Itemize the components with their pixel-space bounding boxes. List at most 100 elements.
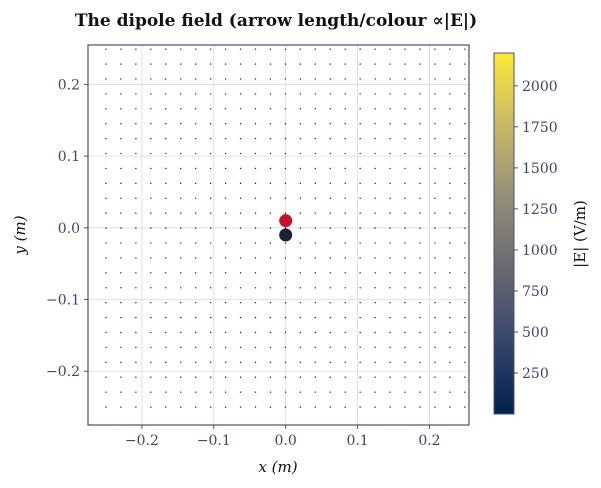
field-arrow [105, 137, 107, 140]
field-arrow [209, 48, 212, 50]
field-arrow [419, 78, 421, 80]
field-arrow [209, 123, 212, 125]
field-arrow [314, 316, 317, 319]
field-arrow [209, 331, 212, 334]
field-arrow [389, 346, 391, 349]
field-arrow [299, 123, 302, 125]
field-arrow [359, 197, 361, 199]
field-arrow [105, 272, 107, 274]
x-tick-label: 0.0 [275, 433, 297, 449]
field-arrow [449, 137, 451, 140]
field-arrow [180, 257, 182, 259]
field-arrow [464, 167, 466, 170]
field-arrow [180, 137, 182, 140]
field-arrow [284, 272, 287, 274]
field-arrow [284, 331, 287, 334]
field-arrow [449, 287, 451, 289]
field-arrow [344, 301, 346, 304]
field-arrow [224, 287, 227, 289]
field-arrow [449, 301, 451, 304]
field-arrow [374, 167, 376, 170]
field-arrow [269, 361, 272, 364]
field-arrow [449, 376, 451, 378]
field-arrow [359, 108, 361, 110]
field-arrow [374, 108, 376, 110]
field-arrow [389, 167, 391, 170]
field-arrow [434, 48, 436, 50]
field-arrow [105, 376, 107, 378]
field-arrow [165, 272, 167, 274]
field-arrow [135, 227, 137, 229]
field-arrow [284, 346, 287, 349]
field-arrow [299, 257, 302, 259]
field-arrow [239, 346, 242, 349]
field-arrow [464, 152, 466, 155]
field-arrow [404, 123, 406, 125]
field-arrow [254, 137, 257, 140]
field-arrow [194, 331, 197, 334]
field-arrow [120, 361, 122, 364]
field-arrow [299, 212, 302, 214]
colorbar-tick-label: 750 [522, 284, 549, 300]
field-arrow [165, 316, 167, 319]
field-arrow [449, 257, 451, 259]
field-arrow [449, 272, 451, 274]
field-arrow [329, 272, 331, 274]
field-arrow [299, 331, 302, 334]
field-arrow [224, 227, 227, 229]
field-arrow [329, 301, 331, 304]
field-arrow [269, 272, 272, 274]
field-arrow [389, 152, 391, 155]
field-arrow [404, 48, 406, 50]
field-arrow [464, 257, 466, 259]
field-arrow [209, 361, 212, 364]
field-arrow [434, 212, 436, 214]
field-arrow [314, 391, 317, 393]
field-arrow [254, 182, 257, 185]
field-arrow [269, 331, 272, 334]
field-arrow [254, 78, 257, 80]
field-arrow [404, 257, 406, 259]
field-arrow [224, 123, 227, 125]
field-arrow [224, 391, 227, 393]
field-arrow [165, 346, 167, 349]
field-arrow [464, 197, 466, 199]
field-arrow [224, 152, 227, 155]
field-arrow [224, 331, 227, 334]
field-arrow [404, 182, 406, 185]
field-arrow [404, 227, 406, 229]
field-arrow [389, 78, 391, 80]
field-arrow [135, 287, 137, 289]
field-arrow [374, 123, 376, 125]
field-arrow [434, 301, 436, 304]
field-arrow [239, 301, 242, 304]
field-arrow [239, 257, 242, 259]
field-arrow [374, 391, 376, 393]
field-arrow [434, 376, 436, 378]
field-arrow [359, 137, 361, 140]
field-arrow [449, 167, 451, 170]
y-tick-label: 0.1 [58, 149, 80, 165]
field-arrow [209, 257, 212, 259]
field-arrow [359, 123, 361, 125]
colorbar-tick-label: 500 [522, 325, 549, 341]
field-arrow [120, 406, 122, 408]
field-arrow [135, 152, 137, 155]
field-arrow [254, 152, 257, 155]
field-arrow [344, 391, 346, 393]
field-arrow [165, 63, 167, 65]
field-arrow [150, 406, 152, 408]
field-arrow [269, 376, 272, 378]
field-arrow [419, 391, 421, 393]
field-arrow [269, 93, 272, 95]
field-arrow [344, 376, 346, 378]
field-arrow [224, 93, 227, 95]
field-arrow [105, 108, 107, 110]
field-arrow [374, 346, 376, 349]
field-arrow [224, 78, 227, 80]
field-arrow [269, 63, 272, 65]
field-arrow [344, 197, 346, 199]
field-arrow [464, 137, 466, 140]
field-arrow [150, 242, 152, 244]
field-arrow [299, 361, 302, 364]
